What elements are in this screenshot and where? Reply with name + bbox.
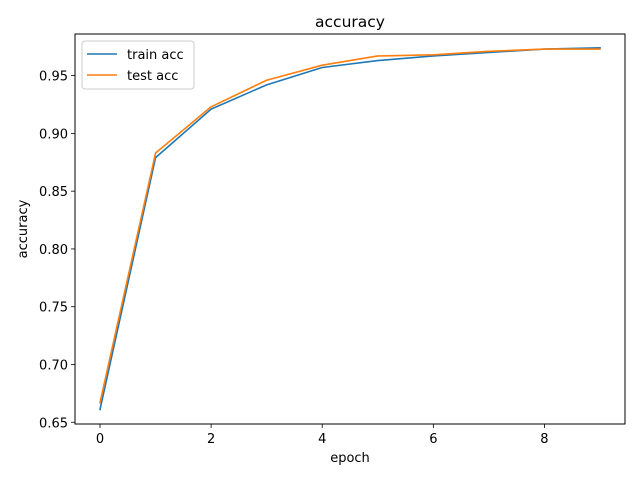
legend: train acc test acc [81, 40, 195, 90]
y-tick-label: 0.75 [39, 301, 68, 316]
plot-frame [74, 33, 626, 425]
axis-ticks: 0 2 4 6 8 0.65 0.70 0.75 0.80 0.85 0.90 0.95 [39, 70, 549, 447]
y-tick-label: 0.95 [39, 70, 68, 85]
chart-title: accuracy [315, 13, 385, 31]
legend-label: test acc [127, 69, 178, 84]
y-tick-label: 0.85 [39, 185, 68, 200]
x-tick-label: 8 [540, 432, 548, 447]
x-tick-label: 6 [429, 432, 437, 447]
legend-box [81, 40, 195, 90]
y-tick-label: 0.70 [39, 358, 68, 373]
series-line-test-acc [99, 48, 601, 404]
x-tick-label: 0 [96, 432, 104, 447]
legend-label: train acc [127, 48, 184, 63]
y-axis-label: accuracy [16, 199, 31, 258]
y-tick-label: 0.80 [39, 243, 68, 258]
x-tick-label: 4 [318, 432, 326, 447]
x-axis-label: epoch [330, 451, 370, 466]
y-tick-label: 0.90 [39, 127, 68, 142]
x-tick-label: 2 [207, 432, 215, 447]
y-tick-label: 0.65 [39, 416, 68, 431]
series-lines [99, 47, 601, 411]
